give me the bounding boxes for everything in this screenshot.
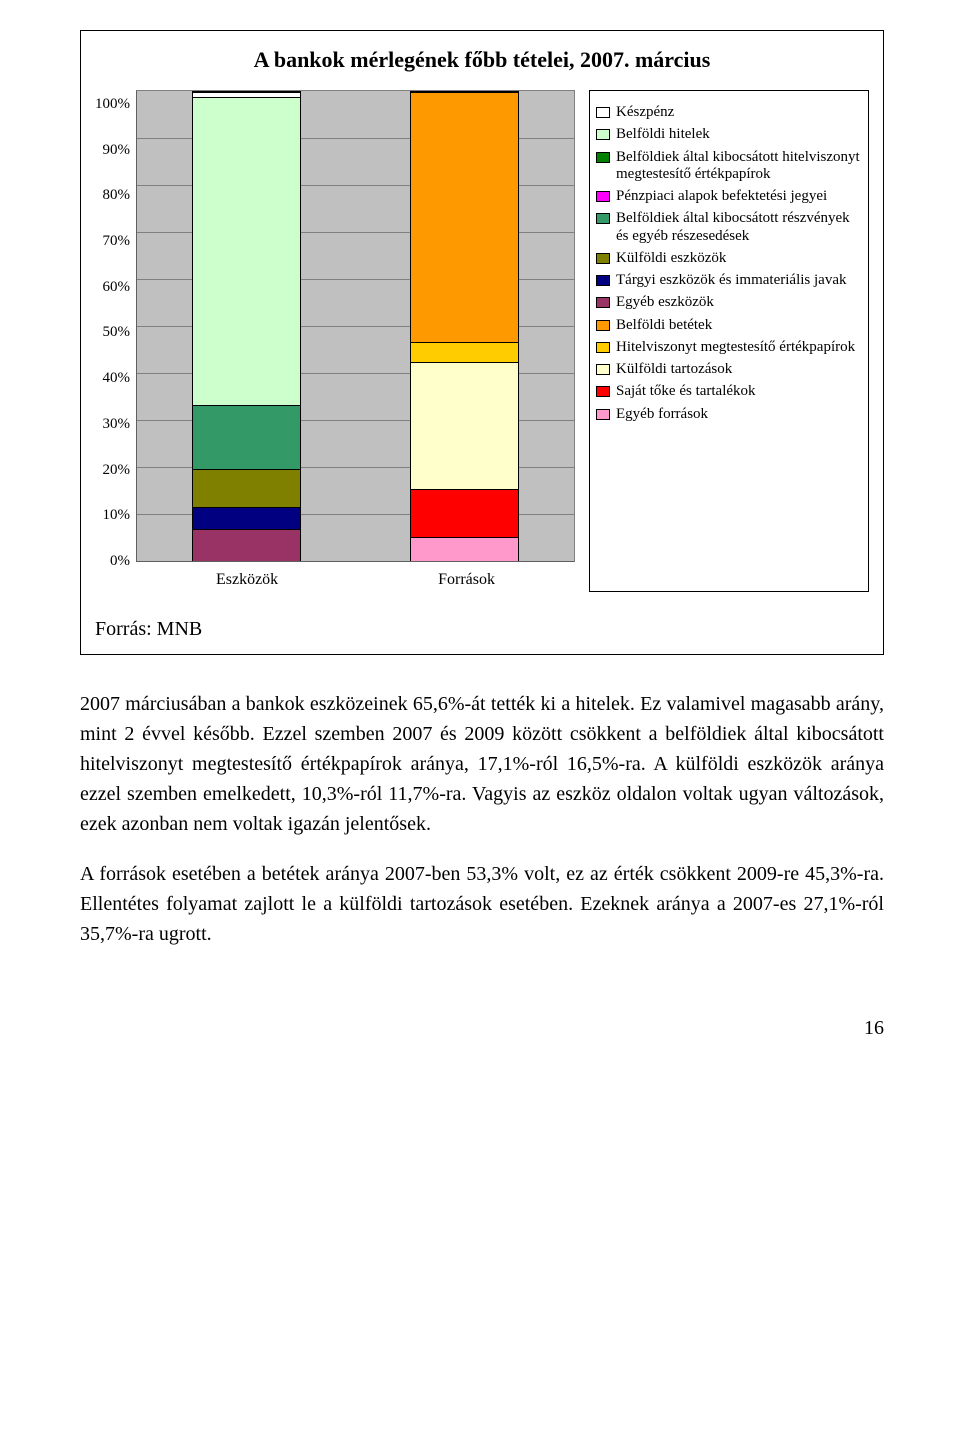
y-tick: 50% [95, 325, 130, 340]
y-axis: 100% 90% 80% 70% 60% 50% 40% 30% 20% 10%… [95, 91, 136, 563]
segment-kulfoldi-tartozasok [411, 362, 518, 489]
legend-item: Belföldiek által kibocsátott hitelviszon… [596, 149, 862, 184]
chart-legend: Készpénz Belföldi hitelek Belföldiek által… [589, 90, 869, 592]
plot-wrap: Eszközök Források [136, 90, 575, 592]
legend-label: Pénzpiaci alapok befektetési jegyei [616, 188, 862, 205]
y-tick: 20% [95, 463, 130, 478]
legend-item: Saját tőke és tartalékok [596, 383, 862, 400]
chart-title: A bankok mérlegének főbb tételei, 2007. … [95, 43, 869, 76]
y-tick: 100% [95, 97, 130, 112]
legend-swatch [596, 152, 610, 163]
legend-item: Készpénz [596, 104, 862, 121]
chart-row: 100% 90% 80% 70% 60% 50% 40% 30% 20% 10%… [95, 90, 869, 592]
legend-item: Pénzpiaci alapok befektetési jegyei [596, 188, 862, 205]
bar-forrasok [410, 91, 519, 561]
legend-label: Külföldi tartozások [616, 361, 862, 378]
segment-kulfoldi-eszkozok [193, 469, 300, 507]
body-paragraph-1: 2007 márciusában a bankok eszközeinek 65… [80, 689, 884, 839]
x-axis-labels: Eszközök Források [136, 562, 575, 592]
x-label-eszkozok: Eszközök [216, 568, 278, 592]
legend-label: Készpénz [616, 104, 862, 121]
legend-label: Egyéb eszközök [616, 294, 862, 311]
legend-label: Belföldiek által kibocsátott hitelviszon… [616, 149, 862, 184]
legend-label: Belföldi betétek [616, 317, 862, 334]
segment-targyi-eszkozok [193, 507, 300, 529]
legend-swatch [596, 386, 610, 397]
legend-item: Hitelviszonyt megtestesítő értékpapírok [596, 339, 862, 356]
y-tick: 30% [95, 417, 130, 432]
legend-item: Egyéb eszközök [596, 294, 862, 311]
legend-item: Tárgyi eszközök és immateriális javak [596, 272, 862, 289]
legend-swatch [596, 107, 610, 118]
legend-label: Belföldiek által kibocsátott részvények … [616, 210, 862, 245]
segment-egyeb-forrasok [411, 537, 518, 561]
segment-sajat-toke [411, 489, 518, 537]
y-tick: 60% [95, 280, 130, 295]
legend-label: Tárgyi eszközök és immateriális javak [616, 272, 862, 289]
legend-swatch [596, 213, 610, 224]
page-number: 16 [80, 1013, 884, 1043]
segment-belfoldi-hitelek [193, 97, 300, 405]
y-tick: 90% [95, 143, 130, 158]
chart-frame: A bankok mérlegének főbb tételei, 2007. … [80, 30, 884, 655]
legend-label: Egyéb források [616, 406, 862, 423]
legend-label: Hitelviszonyt megtestesítő értékpapírok [616, 339, 862, 356]
legend-swatch [596, 253, 610, 264]
segment-egyeb-eszkozok [193, 529, 300, 561]
segment-belfoldiek-reszvenyek [193, 405, 300, 469]
x-label-forrasok: Források [438, 568, 495, 592]
segment-hitelviszony-ertekpapirok [411, 342, 518, 362]
legend-swatch [596, 320, 610, 331]
y-tick: 80% [95, 188, 130, 203]
bars-container [137, 91, 574, 561]
bar-eszkozok [192, 91, 301, 561]
legend-item: Belföldi betétek [596, 317, 862, 334]
legend-swatch [596, 297, 610, 308]
body-paragraph-2: A források esetében a betétek aránya 200… [80, 859, 884, 949]
legend-item: Külföldi tartozások [596, 361, 862, 378]
legend-item: Belföldi hitelek [596, 126, 862, 143]
legend-label: Saját tőke és tartalékok [616, 383, 862, 400]
y-tick: 0% [95, 554, 130, 569]
legend-label: Külföldi eszközök [616, 250, 862, 267]
legend-swatch [596, 409, 610, 420]
legend-item: Belföldiek által kibocsátott részvények … [596, 210, 862, 245]
chart-source: Forrás: MNB [95, 614, 869, 644]
legend-swatch [596, 342, 610, 353]
legend-label: Belföldi hitelek [616, 126, 862, 143]
legend-swatch [596, 129, 610, 140]
y-tick: 40% [95, 371, 130, 386]
legend-swatch [596, 191, 610, 202]
legend-swatch [596, 364, 610, 375]
y-tick: 10% [95, 508, 130, 523]
plot-area [136, 90, 575, 562]
legend-item: Külföldi eszközök [596, 250, 862, 267]
y-tick: 70% [95, 234, 130, 249]
legend-item: Egyéb források [596, 406, 862, 423]
legend-swatch [596, 275, 610, 286]
segment-belfoldi-betetek [411, 92, 518, 342]
